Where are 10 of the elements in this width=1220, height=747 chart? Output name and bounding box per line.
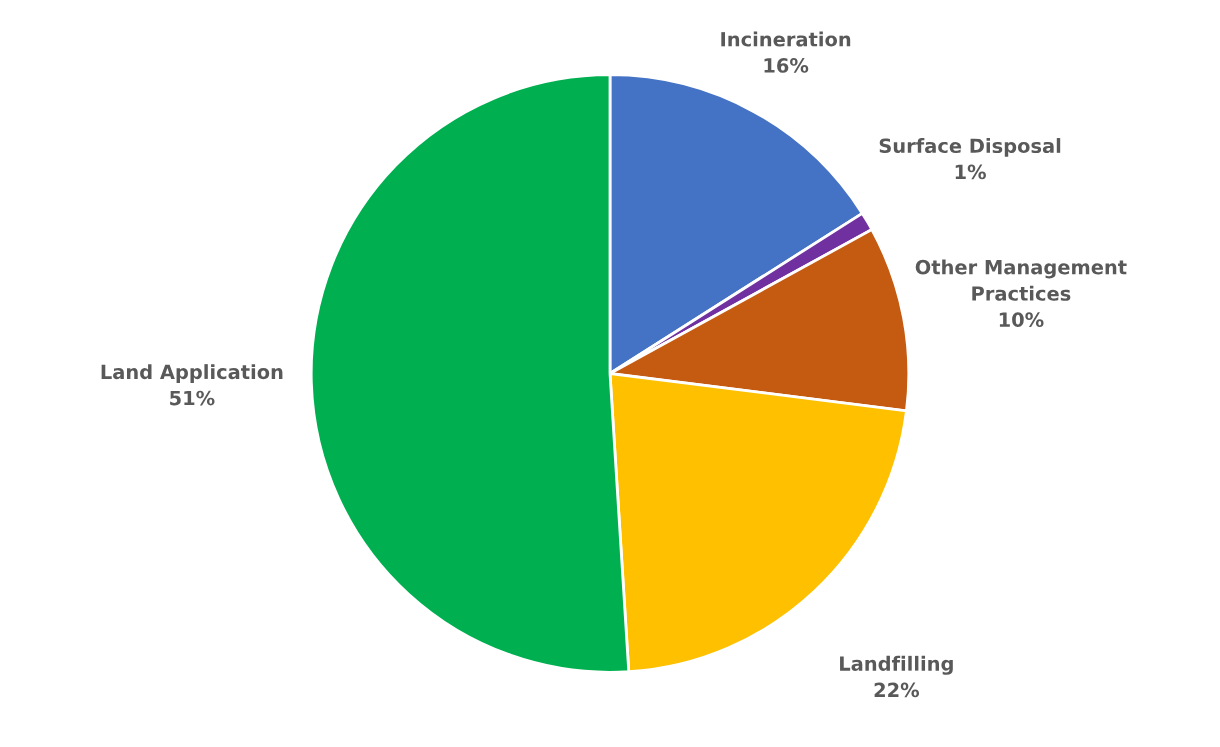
slice-label: Land Application xyxy=(101,364,283,383)
slice-label: Surface Disposal xyxy=(879,138,1061,157)
slice-label: Landfilling xyxy=(840,655,953,675)
data-label: 10% xyxy=(999,312,1044,328)
data-label: 1% xyxy=(955,164,986,180)
data-label: 22% xyxy=(874,682,920,698)
data-label: 51% xyxy=(170,390,215,406)
slice-label: Incineration xyxy=(721,31,851,47)
slice-label: Other Management Practices xyxy=(915,259,1127,301)
data-label: 16% xyxy=(764,58,809,73)
